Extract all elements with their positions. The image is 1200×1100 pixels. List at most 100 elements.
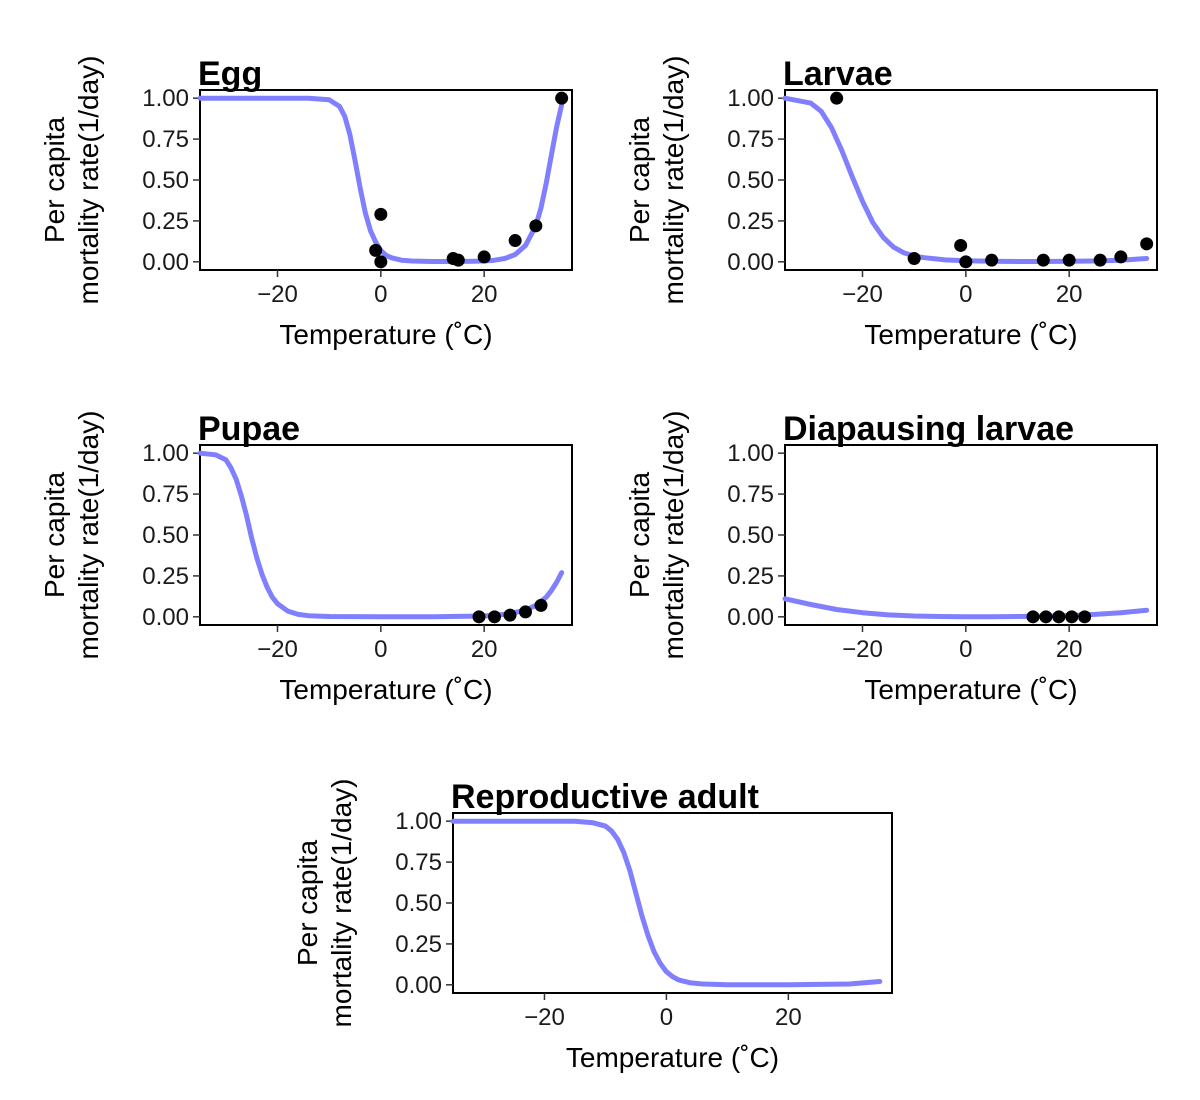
y-axis-label-line1: Per capita — [624, 472, 655, 598]
y-axis-label-line1: Per capita — [624, 117, 655, 243]
y-tick-label: 0.00 — [727, 249, 774, 276]
y-axis-label-line2: mortality rate(1/day) — [658, 411, 689, 660]
y-tick-label: 0.50 — [727, 522, 774, 549]
data-point — [1114, 250, 1128, 264]
x-tick-label: 0 — [374, 281, 387, 308]
y-axis-label-line2: mortality rate(1/day) — [73, 411, 104, 660]
y-axis-label-line1: Per capita — [39, 472, 70, 598]
data-point — [954, 238, 968, 252]
y-tick-label: 0.00 — [142, 249, 189, 276]
y-tick-label: 0.25 — [142, 208, 189, 235]
y-tick-label: 1.00 — [142, 85, 189, 112]
x-tick-label: 20 — [1056, 636, 1083, 663]
x-tick-label: 20 — [471, 281, 498, 308]
panel-title: Diapausing larvae — [783, 410, 1074, 448]
y-tick-label: 0.25 — [727, 208, 774, 235]
panel-title: Pupae — [198, 410, 300, 448]
y-tick-label: 0.75 — [727, 126, 774, 153]
data-point — [1026, 610, 1040, 624]
data-point — [1093, 253, 1107, 267]
y-tick-label: 0.00 — [727, 604, 774, 631]
data-point — [519, 605, 532, 619]
fitted-curve — [197, 450, 565, 620]
x-tick-label: 20 — [1056, 281, 1083, 308]
x-tick-label: 0 — [660, 1004, 673, 1031]
x-axis-label: Temperature (˚C) — [864, 674, 1077, 705]
panel-reproductive-adult: Reproductive adult 0.00 0.25 0.50 0.75 1.00 −2… — [292, 778, 893, 1073]
y-axis-label-line2: mortality rate(1/day) — [73, 56, 104, 305]
data-point — [959, 255, 973, 269]
data-point — [985, 253, 999, 267]
fitted-curve — [782, 596, 1150, 620]
y-tick-label: 1.00 — [142, 440, 189, 467]
x-axis-label: Temperature (˚C) — [279, 674, 492, 705]
panel-title: Larvae — [783, 55, 893, 93]
x-tick-label: −20 — [257, 281, 298, 308]
y-axis-label-line2: mortality rate(1/day) — [658, 56, 689, 305]
y-tick-label: 0.25 — [142, 563, 189, 590]
data-point — [374, 207, 388, 221]
y-tick-label: 0.00 — [142, 604, 189, 631]
panel-larvae: Larvae 0.00 0.25 0.50 0.75 1.00 −20 0 20 Temperat… — [624, 55, 1158, 350]
data-point — [555, 91, 569, 105]
data-point — [1062, 253, 1076, 267]
x-axis-label: Temperature (˚C) — [864, 319, 1077, 350]
y-tick-label: 1.00 — [727, 440, 774, 467]
data-point — [477, 250, 491, 264]
y-tick-label: 0.25 — [727, 563, 774, 590]
panel-pupae: Pupae 0.00 0.25 0.50 0.75 1.00 −20 0 20 Temperatu… — [39, 410, 573, 705]
data-point — [369, 243, 383, 257]
data-point — [374, 255, 388, 269]
y-tick-label: 0.00 — [395, 972, 442, 999]
x-axis-label: Temperature (˚C) — [279, 319, 492, 350]
x-tick-label: 0 — [959, 281, 972, 308]
data-point — [529, 219, 543, 233]
data-point — [451, 253, 465, 267]
data-point — [830, 91, 844, 105]
y-axis-label-line1: Per capita — [39, 117, 70, 243]
y-tick-label: 0.75 — [142, 481, 189, 508]
axes-frame — [784, 89, 1158, 271]
data-point — [1078, 610, 1092, 624]
x-tick-label: 20 — [471, 636, 498, 663]
data-point — [503, 608, 517, 622]
data-point — [472, 610, 486, 624]
data-point — [534, 598, 548, 612]
y-tick-label: 1.00 — [395, 808, 442, 835]
y-tick-label: 0.50 — [727, 167, 774, 194]
data-point — [488, 610, 501, 624]
fitted-curve — [197, 95, 565, 264]
axes-frame — [199, 444, 573, 626]
data-point — [1065, 610, 1079, 624]
x-tick-label: −20 — [524, 1004, 565, 1031]
y-tick-label: 0.25 — [395, 931, 442, 958]
axes-frame — [452, 812, 893, 994]
y-tick-label: 0.50 — [142, 522, 189, 549]
y-tick-label: 0.75 — [142, 126, 189, 153]
y-tick-label: 0.75 — [395, 849, 442, 876]
data-point — [508, 234, 522, 248]
data-point — [907, 252, 921, 266]
panel-diapausing-larvae: Diapausing larvae 0.00 0.25 0.50 0.75 1.00 −20… — [624, 410, 1158, 705]
x-tick-label: 0 — [374, 636, 387, 663]
x-tick-label: −20 — [257, 636, 298, 663]
data-point — [1052, 610, 1066, 624]
axes-frame — [784, 444, 1158, 626]
fitted-curve — [782, 95, 1150, 264]
y-tick-label: 0.75 — [727, 481, 774, 508]
x-tick-label: −20 — [842, 636, 883, 663]
y-tick-label: 0.50 — [142, 167, 189, 194]
y-axis-label-line1: Per capita — [292, 840, 323, 966]
panel-title: Egg — [198, 55, 262, 93]
y-tick-label: 1.00 — [727, 85, 774, 112]
x-tick-label: 0 — [959, 636, 972, 663]
data-point — [1140, 237, 1154, 251]
fitted-curve — [450, 818, 883, 988]
panel-title: Reproductive adult — [451, 778, 759, 816]
data-point — [1036, 253, 1050, 267]
x-tick-label: −20 — [842, 281, 883, 308]
x-tick-label: 20 — [775, 1004, 802, 1031]
panel-egg: Egg 0.00 0.25 0.50 0.75 1.00 −20 0 20 Temperature… — [39, 55, 573, 350]
data-point — [1039, 610, 1053, 624]
